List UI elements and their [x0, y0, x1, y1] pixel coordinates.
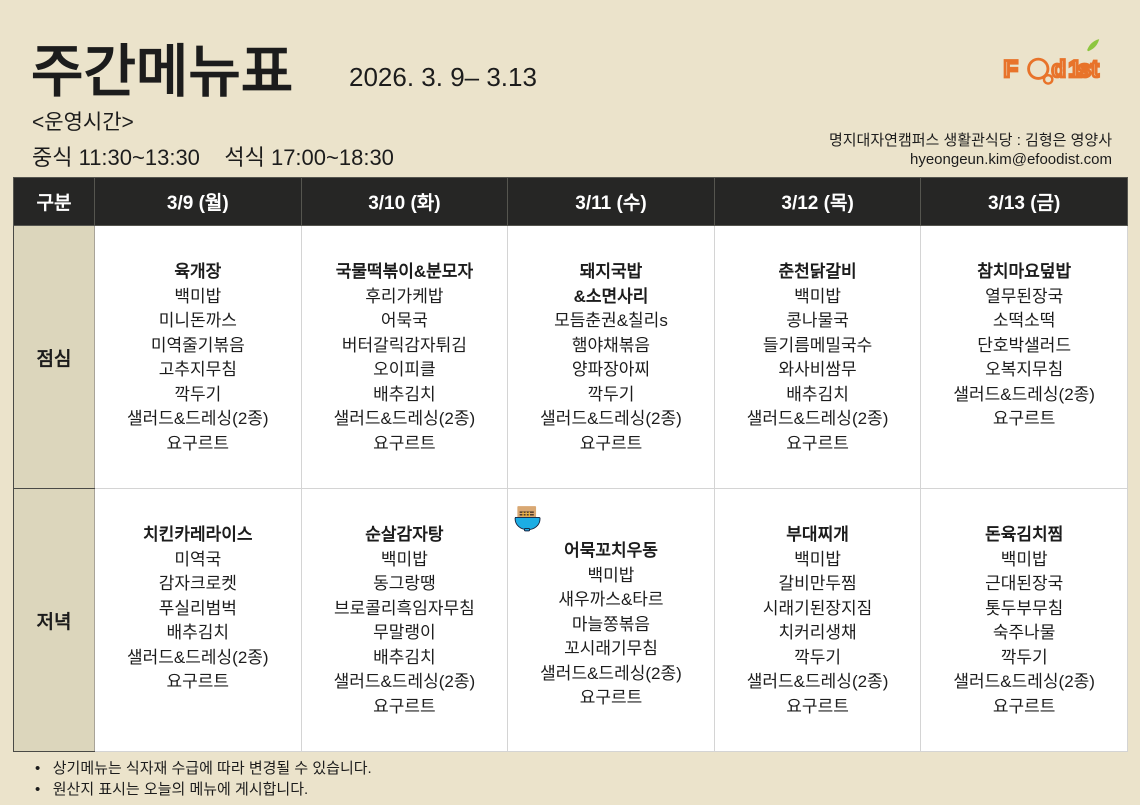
svg-text:d: d — [1051, 56, 1066, 83]
svg-text:F: F — [1004, 56, 1019, 83]
svg-text:st: st — [1078, 56, 1099, 83]
